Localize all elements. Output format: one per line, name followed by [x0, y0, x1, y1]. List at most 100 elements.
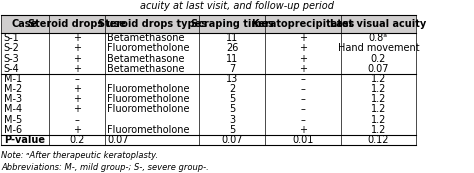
Text: Keratoprecipitates: Keratoprecipitates: [251, 19, 355, 29]
Bar: [341, 74, 416, 84]
Text: Abbreviations: M-, mild group-; S-, severe group-.: Abbreviations: M-, mild group-; S-, seve…: [1, 163, 209, 172]
Bar: [199, 43, 265, 53]
Bar: [199, 64, 265, 74]
Text: Fluorometholone: Fluorometholone: [108, 125, 190, 135]
Text: Scraping times: Scraping times: [191, 19, 273, 29]
Text: 0.07: 0.07: [368, 64, 389, 74]
Text: 11: 11: [226, 53, 238, 63]
Text: 1.2: 1.2: [371, 84, 386, 94]
Text: M-4: M-4: [4, 104, 22, 115]
Bar: [341, 84, 416, 94]
Bar: [48, 74, 105, 84]
Bar: [199, 115, 265, 125]
Text: 5: 5: [229, 125, 236, 135]
Text: 1.2: 1.2: [371, 94, 386, 104]
Bar: [199, 53, 265, 64]
Bar: [341, 115, 416, 125]
Text: 11: 11: [226, 33, 238, 43]
Bar: [48, 33, 105, 43]
Bar: [1, 33, 48, 43]
Text: 0.07: 0.07: [221, 135, 243, 145]
Text: 7: 7: [229, 64, 236, 74]
Bar: [265, 53, 341, 64]
Text: M-3: M-3: [4, 94, 22, 104]
Text: +: +: [73, 53, 81, 63]
Text: Last visual acuity: Last visual acuity: [330, 19, 427, 29]
Bar: [1, 104, 48, 115]
Text: 0.2: 0.2: [69, 135, 84, 145]
Text: Steroid drops types: Steroid drops types: [98, 19, 207, 29]
Bar: [1, 15, 48, 33]
Bar: [341, 94, 416, 104]
Text: S-4: S-4: [4, 64, 19, 74]
Bar: [265, 15, 341, 33]
Bar: [1, 43, 48, 53]
Bar: [48, 15, 105, 33]
Text: –: –: [74, 115, 79, 125]
Bar: [265, 104, 341, 115]
Text: Note: ᵃAfter therapeutic keratoplasty.: Note: ᵃAfter therapeutic keratoplasty.: [1, 151, 158, 160]
Text: 0.2: 0.2: [371, 53, 386, 63]
Bar: [48, 43, 105, 53]
Bar: [265, 115, 341, 125]
Bar: [105, 64, 199, 74]
Bar: [105, 135, 199, 145]
Text: 5: 5: [229, 104, 236, 115]
Text: +: +: [299, 53, 307, 63]
Text: +: +: [299, 64, 307, 74]
Text: 0.07: 0.07: [108, 135, 129, 145]
Bar: [199, 33, 265, 43]
Bar: [199, 84, 265, 94]
Bar: [48, 64, 105, 74]
Bar: [105, 15, 199, 33]
Text: Betamethasone: Betamethasone: [108, 53, 185, 63]
Bar: [199, 74, 265, 84]
Text: +: +: [73, 94, 81, 104]
Bar: [105, 53, 199, 64]
Bar: [105, 33, 199, 43]
Bar: [105, 94, 199, 104]
Bar: [1, 53, 48, 64]
Text: Hand movement: Hand movement: [337, 43, 419, 53]
Bar: [105, 104, 199, 115]
Bar: [105, 125, 199, 135]
Text: Fluorometholone: Fluorometholone: [108, 104, 190, 115]
Bar: [199, 125, 265, 135]
Bar: [1, 64, 48, 74]
Bar: [48, 104, 105, 115]
Text: 0.12: 0.12: [368, 135, 389, 145]
Bar: [1, 94, 48, 104]
Bar: [1, 115, 48, 125]
Text: Betamethasone: Betamethasone: [108, 64, 185, 74]
Text: +: +: [73, 43, 81, 53]
Bar: [265, 135, 341, 145]
Text: +: +: [299, 33, 307, 43]
Bar: [1, 135, 48, 145]
Text: M-5: M-5: [4, 115, 22, 125]
Text: +: +: [73, 104, 81, 115]
Text: 5: 5: [229, 94, 236, 104]
Text: Case: Case: [12, 19, 38, 29]
Bar: [199, 94, 265, 104]
Text: +: +: [299, 125, 307, 135]
Bar: [1, 74, 48, 84]
Bar: [1, 84, 48, 94]
Bar: [199, 15, 265, 33]
Text: Fluorometholone: Fluorometholone: [108, 94, 190, 104]
Text: S-1: S-1: [4, 33, 19, 43]
Bar: [265, 64, 341, 74]
Bar: [265, 43, 341, 53]
Bar: [341, 33, 416, 43]
Text: –: –: [301, 104, 305, 115]
Text: 0.8ᵃ: 0.8ᵃ: [369, 33, 388, 43]
Text: +: +: [73, 125, 81, 135]
Bar: [199, 104, 265, 115]
Bar: [48, 53, 105, 64]
Text: 1.2: 1.2: [371, 115, 386, 125]
Text: 1.2: 1.2: [371, 104, 386, 115]
Text: Betamethasone: Betamethasone: [108, 33, 185, 43]
Text: M-1: M-1: [4, 74, 22, 84]
Text: 2: 2: [229, 84, 236, 94]
Text: +: +: [299, 43, 307, 53]
Text: S-2: S-2: [4, 43, 19, 53]
